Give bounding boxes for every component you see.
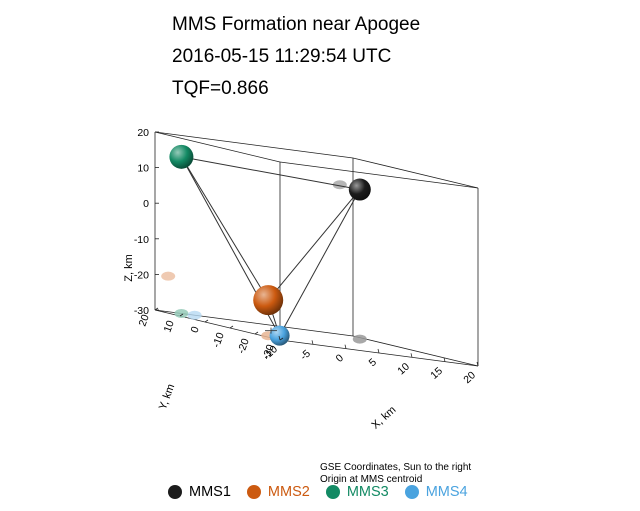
- z-tick-label: 0: [143, 198, 149, 210]
- legend-label: MMS3: [346, 484, 389, 500]
- x-tick: [377, 348, 380, 354]
- y-tick: [154, 307, 159, 311]
- tqf-value: TQF=0.866: [172, 78, 269, 99]
- z-tick-label: -20: [134, 269, 149, 281]
- legend-label: MMS2: [267, 484, 310, 500]
- box-edge: [279, 161, 479, 189]
- legend-swatch: [325, 485, 340, 499]
- sphere-mms2: [253, 285, 284, 316]
- x-tick: [344, 344, 347, 349]
- y-tick: [179, 313, 184, 317]
- box-edge: [154, 131, 281, 163]
- box-edge: [352, 157, 479, 189]
- x-tick-label: 10: [395, 361, 412, 378]
- tetrahedron-edges: [180, 156, 361, 336]
- y-tick-label: -30: [260, 343, 277, 362]
- x-tick-label: 5: [367, 356, 379, 369]
- sphere-mms1: [348, 178, 371, 201]
- x-tick: [278, 335, 281, 341]
- legend-swatch: [246, 485, 261, 499]
- legend: MMS1 MMS2 MMS3 MMS4: [168, 484, 484, 500]
- y-axis-label: Y, km: [157, 382, 177, 411]
- y-tick: [279, 337, 284, 341]
- chart-subtitle: 2016-05-15 11:29:54 UTC: [172, 46, 392, 67]
- legend-label: MMS4: [425, 484, 468, 500]
- coordinates-note: GSE Coordinates, Sun to the right: [320, 462, 472, 473]
- sphere-mms3: [169, 144, 194, 169]
- y-tick: [229, 325, 234, 329]
- spacecraft-markers: [169, 144, 371, 346]
- x-tick-label: -5: [298, 348, 313, 363]
- chart-title: MMS Formation near Apogee: [172, 14, 421, 35]
- bounding-box: [154, 131, 479, 367]
- y-tick-label: 20: [137, 313, 152, 328]
- legend-swatch: [404, 485, 419, 499]
- legend-item-mms4: MMS4: [404, 484, 468, 500]
- x-tick: [410, 353, 413, 358]
- x-tick-label: 15: [428, 365, 445, 382]
- y-tick-label: 10: [162, 319, 177, 334]
- y-tick: [204, 319, 209, 323]
- floor-shadow-mms3: [174, 308, 189, 318]
- x-axis-label: X, km: [370, 404, 399, 432]
- z-tick-label: 20: [137, 127, 149, 139]
- wall-shadow-mms4: [187, 310, 202, 320]
- x-tick: [476, 361, 479, 367]
- shadow-layer: [161, 152, 367, 344]
- z-tick-label: -30: [134, 305, 149, 317]
- box-edge: [352, 335, 479, 367]
- sphere-mms4: [269, 325, 290, 346]
- legend-item-mms1: MMS1: [168, 484, 231, 500]
- edge-mms1-mms4: [279, 189, 361, 336]
- origin-note: Origin at MMS centroid: [320, 474, 423, 485]
- floor-shadow-mms1: [352, 334, 367, 344]
- y-tick-label: 0: [189, 325, 202, 335]
- legend-swatch: [168, 485, 182, 499]
- y-tick: [254, 331, 259, 335]
- x-tick-label: 0: [334, 352, 346, 365]
- wall-shadow-mms2: [161, 271, 176, 281]
- legend-label: MMS1: [189, 484, 231, 500]
- z-tick-label: -10: [134, 234, 149, 246]
- legend-item-mms3: MMS3: [325, 484, 389, 500]
- edge-mms1-mms3: [181, 156, 360, 191]
- y-tick-label: -10: [210, 331, 227, 350]
- box-edge: [154, 131, 354, 159]
- x-tick: [443, 357, 446, 362]
- legend-item-mms2: MMS2: [246, 484, 310, 500]
- edge-mms2-mms3: [180, 156, 269, 301]
- edge-mms1-mms2: [267, 189, 361, 301]
- z-tick-label: 10: [137, 163, 149, 175]
- x-tick: [311, 340, 314, 345]
- z-axis-label: Z, km: [123, 254, 135, 282]
- x-tick-label: 20: [461, 369, 478, 386]
- y-tick-label: -20: [235, 337, 252, 356]
